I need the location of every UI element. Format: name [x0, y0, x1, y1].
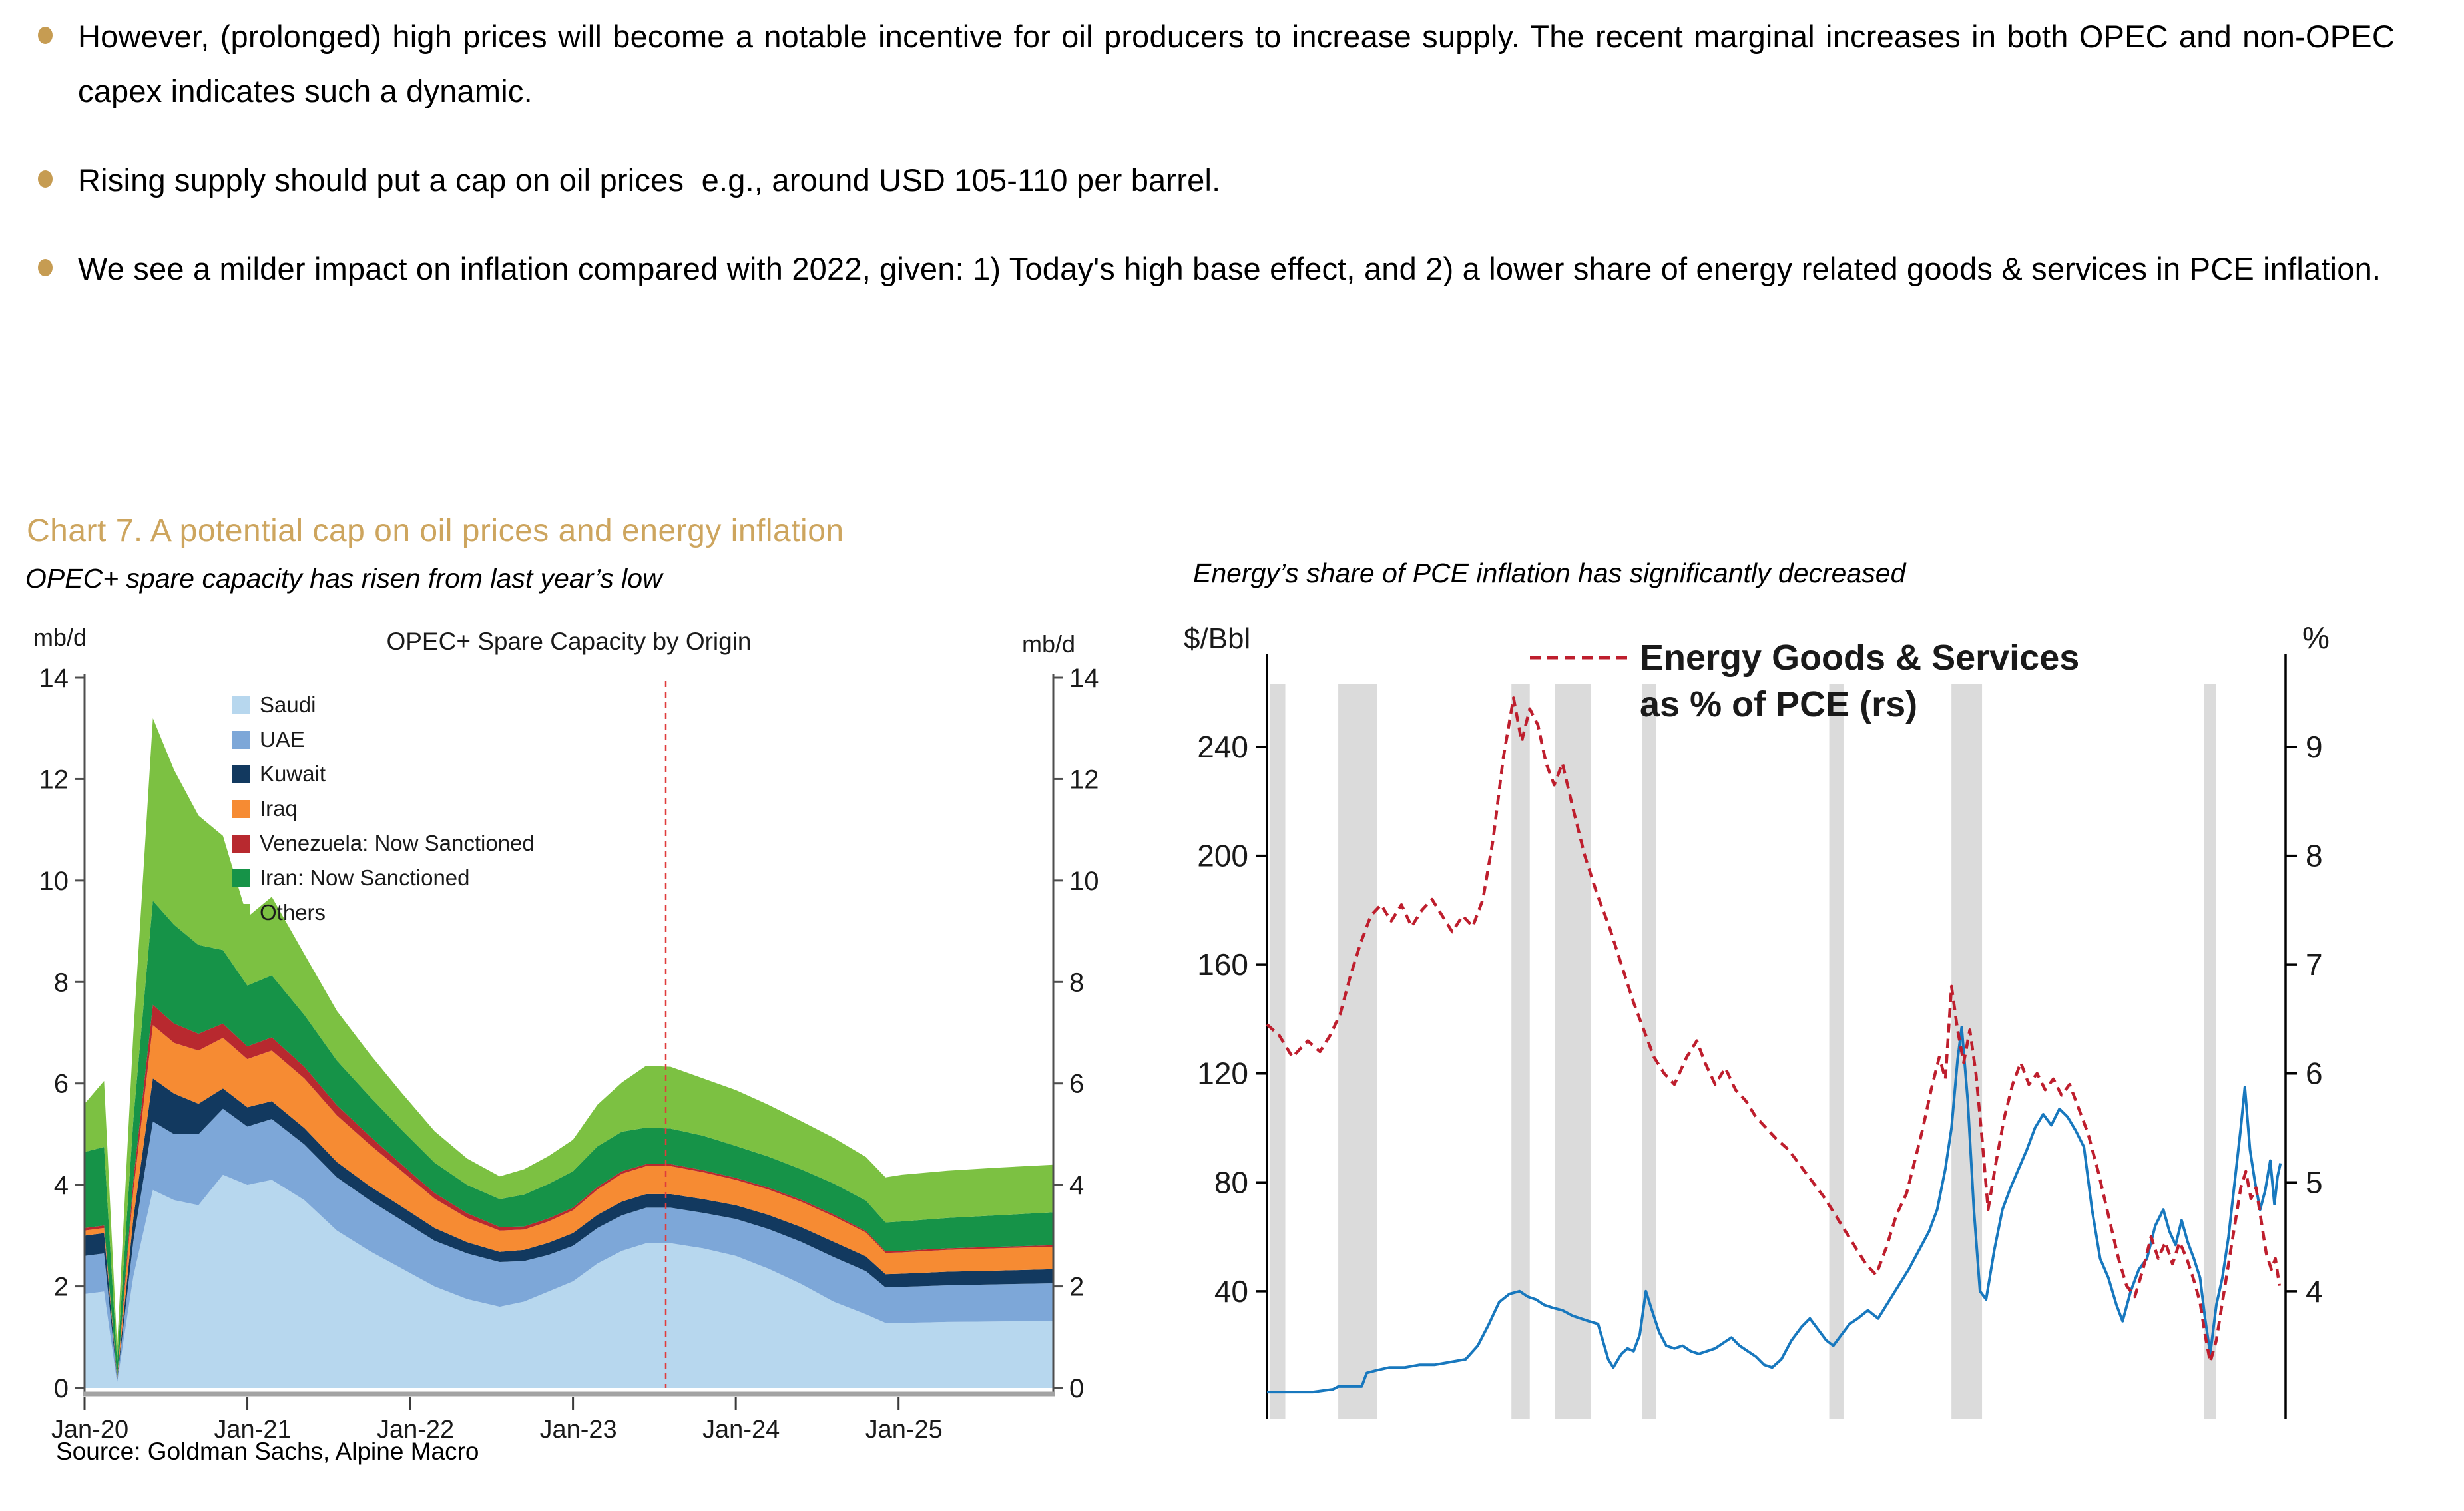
svg-text:40: 40: [1214, 1274, 1248, 1309]
area-iraq: [85, 1025, 1053, 1379]
svg-text:8: 8: [54, 968, 69, 997]
area-uae: [85, 1108, 1053, 1383]
legend-label: UAE: [260, 727, 305, 752]
svg-text:14: 14: [39, 664, 69, 693]
svg-text:4: 4: [54, 1171, 69, 1200]
bullet-item: We see a milder impact on inflation comp…: [38, 242, 2435, 296]
svg-text:4: 4: [2306, 1274, 2323, 1309]
chart-section-title: Chart 7. A potential cap on oil prices a…: [27, 513, 844, 548]
svg-text:mb/d: mb/d: [1022, 630, 1075, 658]
area-kuwait: [85, 1078, 1053, 1381]
svg-text:Jan-22: Jan-22: [377, 1416, 454, 1444]
bullet-marker-icon: [38, 259, 53, 277]
left-chart-subtitle: OPEC+ spare capacity has risen from last…: [25, 563, 662, 594]
recession-band: [1270, 684, 1286, 1419]
svg-text:2: 2: [1069, 1273, 1084, 1302]
bullet-marker-icon: [38, 27, 53, 44]
pce-energy-share-chart: 40 80 120 160 200 240 4 5 6 7 8 9 $/Bbl % Energy Goods…: [1184, 620, 2330, 1419]
area-venezuela-now-sanctioned: [85, 1004, 1053, 1378]
bullet-text: Rising supply should put a cap on oil pr…: [78, 162, 1221, 198]
legend-swatch-1: [232, 696, 250, 714]
svg-text:Jan-23: Jan-23: [540, 1416, 617, 1444]
legend-swatch-6: [232, 869, 250, 887]
area-iran-now-sanctioned: [85, 901, 1053, 1377]
recession-band: [1338, 684, 1377, 1419]
svg-text:Jan-20: Jan-20: [51, 1416, 128, 1444]
svg-text:6: 6: [1069, 1070, 1084, 1099]
recession-band: [2204, 684, 2216, 1419]
pce-energy-share-line: [1266, 696, 2282, 1364]
legend-label: Iraq: [260, 796, 298, 821]
svg-text:120: 120: [1197, 1056, 1248, 1091]
svg-text:Jan-24: Jan-24: [702, 1416, 780, 1444]
recession-band: [1555, 684, 1591, 1419]
svg-text:200: 200: [1197, 839, 1248, 873]
svg-text:9: 9: [2306, 730, 2323, 764]
stacked-areas: [85, 718, 1053, 1388]
legend-label: Kuwait: [260, 761, 326, 786]
legend-swatch-3: [232, 765, 250, 783]
legend-swatch-4: [232, 800, 250, 818]
recession-band: [1511, 684, 1530, 1419]
svg-text:12: 12: [39, 765, 69, 794]
svg-text:240: 240: [1197, 730, 1248, 764]
legend-swatch-7: [232, 904, 250, 922]
recession-band: [1951, 684, 1983, 1419]
svg-text:14: 14: [1069, 664, 1099, 693]
svg-text:80: 80: [1214, 1165, 1248, 1199]
svg-text:5: 5: [2306, 1165, 2323, 1199]
right-chart-axes: 40 80 120 160 200 240 4 5 6 7 8 9 $/Bbl%: [1184, 620, 2330, 1419]
svg-text:7: 7: [2306, 947, 2323, 982]
bullet-text: We see a milder impact on inflation comp…: [78, 251, 2381, 287]
svg-text:$/Bbl: $/Bbl: [1184, 622, 1250, 655]
svg-text:6: 6: [2306, 1056, 2323, 1091]
svg-text:Jan-21: Jan-21: [214, 1416, 291, 1444]
left-chart-axes: 0 0 2 2 4 4 6 6 8 8 10 10 12 12 14 14: [39, 664, 1099, 1403]
svg-text:OPEC+ Spare Capacity by Origin: OPEC+ Spare Capacity by Origin: [386, 628, 751, 655]
right-chart-legend: Energy Goods & Services as % of PCE (rs): [1530, 638, 2079, 724]
svg-text:0: 0: [1069, 1374, 1084, 1403]
svg-text:Jan-25: Jan-25: [865, 1416, 943, 1444]
svg-text:4: 4: [1069, 1171, 1084, 1200]
svg-text:10: 10: [1069, 867, 1099, 896]
legend-swatch-2: [232, 731, 250, 749]
recession-bands: [1270, 684, 2216, 1419]
svg-text:8: 8: [1069, 968, 1084, 997]
svg-text:%: %: [2302, 620, 2330, 655]
bullet-text: However, (prolonged) high prices will be…: [78, 19, 2404, 108]
source-note: Source: Goldman Sachs, Alpine Macro: [56, 1438, 479, 1465]
legend-label: Iran: Now Sanctioned: [260, 865, 470, 890]
svg-text:0: 0: [54, 1374, 69, 1403]
svg-text:2: 2: [54, 1273, 69, 1302]
legend-label-line1: Energy Goods & Services: [1640, 638, 2079, 678]
recession-band: [1829, 684, 1844, 1419]
right-chart-subtitle: Energy’s share of PCE inflation has sign…: [1193, 558, 1906, 588]
bullet-item: However, (prolonged) high prices will be…: [38, 9, 2435, 118]
legend-label: Saudi: [260, 692, 316, 717]
svg-text:12: 12: [1069, 765, 1099, 794]
bullet-list: However, (prolonged) high prices will be…: [38, 9, 2435, 331]
legend-label-line2: as % of PCE (rs): [1640, 684, 1917, 724]
svg-text:10: 10: [39, 867, 69, 896]
recession-band: [1642, 684, 1656, 1419]
oil-price-line: [1267, 1026, 2282, 1394]
left-chart-legend: Saudi UAE Kuwait Iraq Venezuela: Now Sanctio…: [232, 692, 535, 925]
bullet-marker-icon: [38, 170, 53, 188]
left-chart-x-axis: Jan-20 Jan-21 Jan-22 Jan-23 Jan-24 Jan-25: [51, 1397, 943, 1444]
legend-label: Others: [260, 900, 326, 925]
legend-label: Venezuela: Now Sanctioned: [260, 831, 535, 855]
svg-text:8: 8: [2306, 839, 2323, 873]
opec-spare-capacity-chart: 0 0 2 2 4 4 6 6 8 8 10 10 12 12 14 14 Jan-20 Jan-21 Jan-22…: [33, 624, 1099, 1444]
left-chart-labels: mb/d mb/d OPEC+ Spare Capacity by Origin: [33, 624, 1075, 658]
svg-text:mb/d: mb/d: [33, 624, 87, 651]
area-saudi: [85, 1174, 1053, 1388]
bullet-item: Rising supply should put a cap on oil pr…: [38, 153, 2435, 208]
svg-text:160: 160: [1197, 947, 1248, 982]
legend-swatch-5: [232, 835, 250, 853]
svg-text:6: 6: [54, 1070, 69, 1099]
